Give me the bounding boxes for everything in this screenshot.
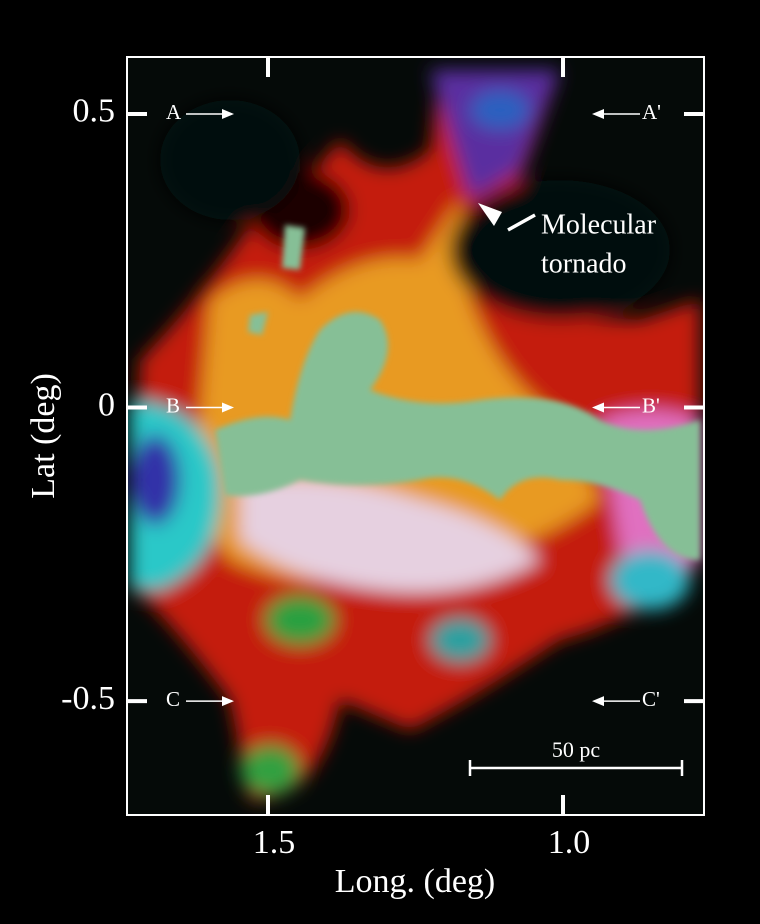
x-tick-label: 1.5	[253, 824, 296, 861]
y-tick-label: -0.5	[61, 680, 115, 717]
cut-label: A'	[642, 100, 661, 124]
cut-label: B'	[642, 393, 660, 417]
y-tick-label: 0.5	[73, 93, 116, 130]
cut-label: B	[166, 393, 180, 417]
cut-label: C	[166, 687, 180, 711]
figure: Molecular tornado 50 pc Long. (deg) Lat …	[0, 0, 760, 924]
cut-label: C'	[642, 687, 660, 711]
y-tick-label: 0	[98, 386, 115, 423]
x-axis-label: Long. (deg)	[335, 863, 496, 900]
scale-bar-label: 50 pc	[552, 737, 601, 762]
cut-label: A	[166, 100, 182, 124]
annotation: tornado	[541, 248, 627, 279]
annotation: Molecular	[541, 209, 657, 240]
x-tick-label: 1.0	[548, 824, 591, 861]
y-axis-label: Lat (deg)	[25, 373, 62, 499]
